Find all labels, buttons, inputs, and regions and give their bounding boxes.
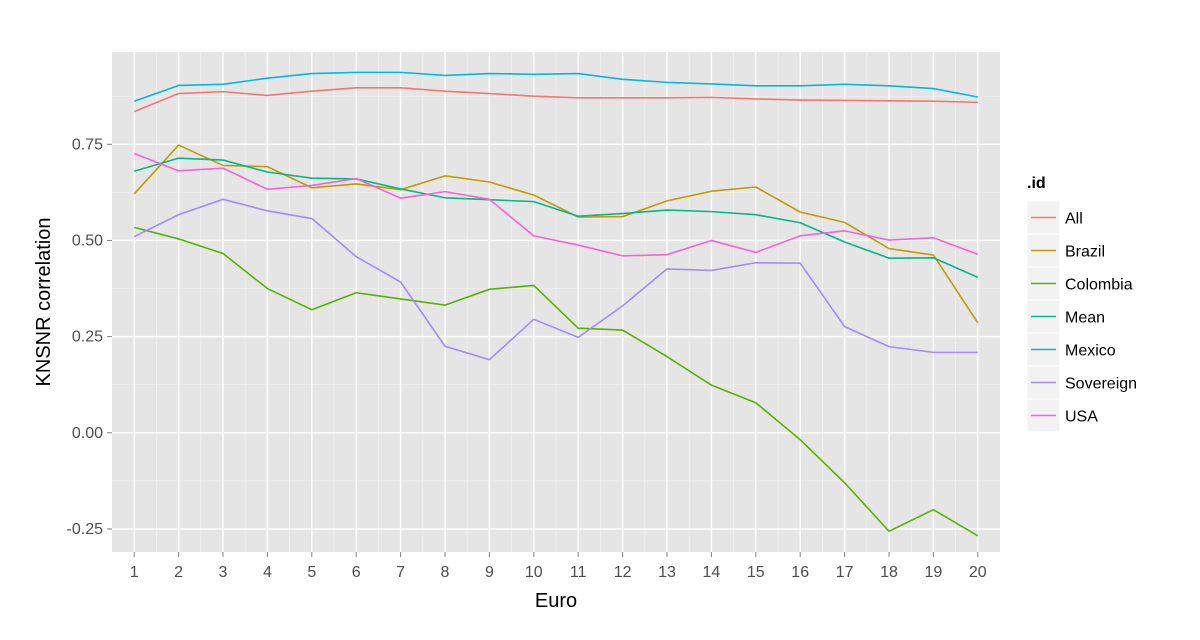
- x-tick-label: 16: [791, 564, 809, 581]
- x-tick-label: 5: [307, 564, 316, 581]
- y-tick-label: 0.00: [72, 425, 103, 442]
- x-tick-label: 7: [396, 564, 405, 581]
- x-tick-label: 2: [174, 564, 183, 581]
- y-tick-label: -0.25: [67, 521, 104, 538]
- legend-label-sovereign: Sovereign: [1065, 376, 1137, 393]
- legend-items: All Brazil Colombia Mean Mexico Sovereign USA: [1026, 200, 1137, 433]
- series-line-brazil: [133, 144, 979, 324]
- x-tick-label: 1: [130, 564, 139, 581]
- x-tick-label: 10: [525, 564, 543, 581]
- series-line-mexico: [133, 71, 978, 102]
- series-lines: [133, 71, 979, 537]
- y-tick-label: 0.50: [72, 232, 103, 249]
- x-tick-label: 3: [219, 564, 228, 581]
- y-tick-label: 0.75: [72, 136, 103, 153]
- x-tick-label: 8: [441, 564, 450, 581]
- x-tick-label: 13: [658, 564, 676, 581]
- y-axis: -0.25 0.00 0.25 0.50 0.75: [67, 136, 112, 538]
- series-line-usa: [133, 152, 979, 257]
- legend-label-mexico: Mexico: [1065, 343, 1116, 360]
- series-line-sovereign: [133, 198, 978, 361]
- x-tick-label: 6: [352, 564, 361, 581]
- series-line-mean: [133, 157, 979, 279]
- x-tick-label: 11: [570, 564, 587, 581]
- legend-label-brazil: Brazil: [1065, 244, 1105, 261]
- x-tick-label: 14: [703, 564, 721, 581]
- x-tick-label: 17: [836, 564, 854, 581]
- grid-minor: [112, 52, 1000, 552]
- legend-label-usa: USA: [1065, 409, 1098, 426]
- legend-label-colombia: Colombia: [1065, 277, 1133, 294]
- legend-label-mean: Mean: [1065, 310, 1105, 327]
- x-axis: 1 2 3 4 5 6 7 8 9 10 11 12 13 14 15 16 17 18 19 20: [130, 552, 987, 581]
- legend-label-all: All: [1065, 211, 1083, 228]
- y-tick-label: 0.25: [72, 329, 103, 346]
- legend-title: .id: [1027, 175, 1046, 192]
- x-tick-label: 15: [747, 564, 765, 581]
- x-tick-label: 18: [880, 564, 898, 581]
- series-line-all: [133, 86, 978, 113]
- y-axis-title: KNSNR correlation: [33, 218, 55, 387]
- x-tick-label: 9: [485, 564, 494, 581]
- x-tick-label: 12: [614, 564, 632, 581]
- x-tick-label: 19: [925, 564, 943, 581]
- series-line-colombia: [133, 226, 979, 537]
- legend: .id All Brazil Colombia Mean Mexico Sovereign…: [1026, 175, 1137, 433]
- x-tick-label: 4: [263, 564, 272, 581]
- x-axis-title: Euro: [535, 590, 577, 612]
- x-tick-label: 20: [969, 564, 987, 581]
